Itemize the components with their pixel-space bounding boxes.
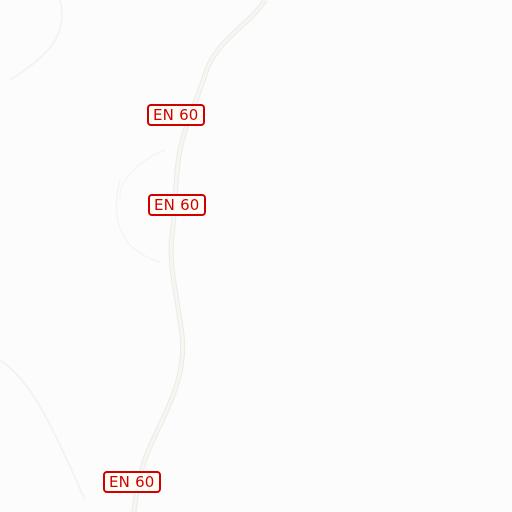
terrain-line [119,149,166,201]
road-shield-en60[interactable]: EN 60 [103,471,161,493]
road-shield-label: EN 60 [153,106,199,124]
terrain-line [0,359,86,501]
road-en60 [132,0,267,512]
road-shield-en60[interactable]: EN 60 [148,194,206,216]
road-shield-label: EN 60 [154,196,200,214]
terrain-line [115,179,161,263]
road-shield-label: EN 60 [109,473,155,491]
terrain-line [9,0,63,81]
road-shield-en60[interactable]: EN 60 [147,104,205,126]
